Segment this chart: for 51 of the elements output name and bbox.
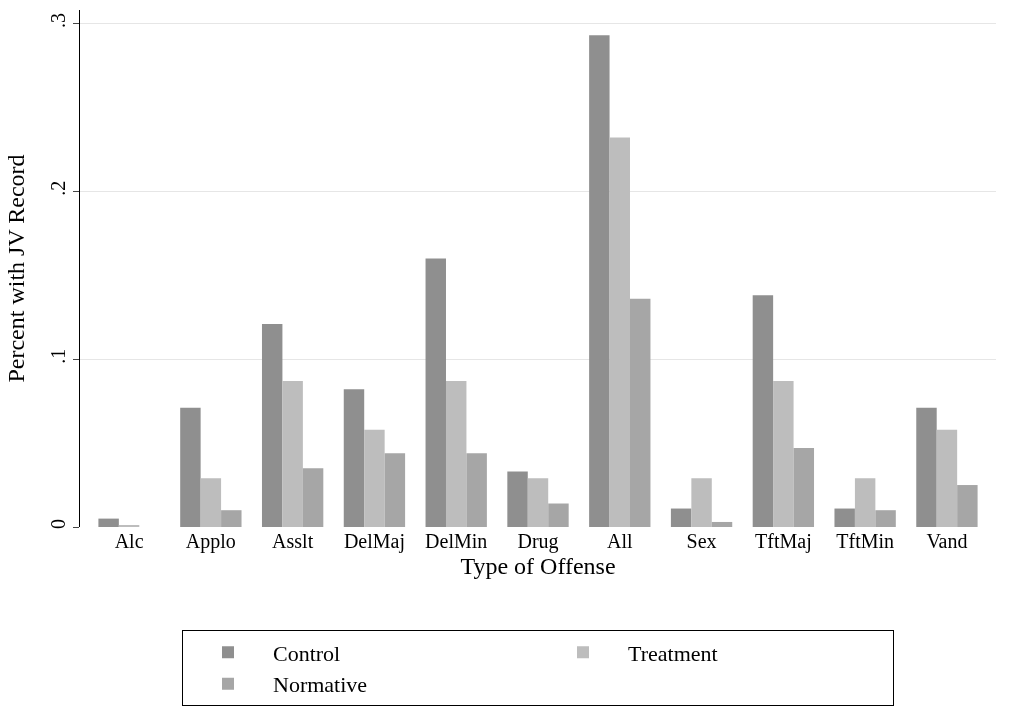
x-tick-label: TftMaj [755, 530, 812, 553]
bar [302, 468, 324, 527]
y-tick-label: .1 [47, 348, 69, 364]
bar [364, 429, 385, 527]
bar [630, 298, 651, 527]
legend-label: Treatment [628, 640, 718, 666]
y-tick-label: 0 [47, 519, 69, 529]
bar [936, 429, 958, 527]
bar [466, 453, 487, 527]
bar [834, 508, 855, 527]
bar [384, 453, 406, 527]
x-tick-label: All [607, 530, 634, 552]
x-tick-label: Drug [517, 530, 559, 553]
y-axis-title: Percent with JV Record [3, 154, 30, 383]
bar [221, 510, 242, 527]
bar [200, 478, 222, 527]
bar [527, 478, 549, 527]
x-tick-label: DelMaj [343, 530, 405, 553]
x-tick-label: DelMin [425, 530, 488, 552]
bar [180, 407, 201, 527]
bar [343, 389, 365, 527]
bar [589, 35, 610, 527]
bar [875, 510, 896, 527]
bar [445, 380, 467, 527]
bar [711, 521, 733, 527]
x-axis-title: Type of Offense [460, 553, 616, 579]
legend-label: Control [273, 640, 341, 666]
x-tick-label: Vand [926, 530, 968, 552]
bar [282, 380, 303, 527]
bar [691, 478, 712, 527]
y-tick-label: .3 [47, 12, 69, 28]
bar [670, 508, 692, 527]
legend-label: Normative [273, 672, 368, 698]
x-tick-label: Asslt [272, 530, 314, 552]
bar [609, 137, 631, 527]
bar [916, 407, 937, 527]
bar [793, 448, 815, 527]
x-tick-label: Applo [185, 530, 236, 553]
bar [507, 471, 528, 527]
bar [261, 323, 283, 527]
bar [752, 295, 774, 527]
x-tick-label: Sex [686, 530, 717, 552]
bar [425, 258, 446, 527]
bar [854, 478, 876, 527]
bar [957, 485, 978, 527]
bar [98, 518, 119, 527]
x-tick-label: TftMin [836, 530, 895, 552]
bar [773, 380, 794, 527]
y-tick-label: .2 [47, 180, 69, 196]
x-tick-label: Alc [114, 530, 144, 552]
bar [548, 503, 569, 527]
